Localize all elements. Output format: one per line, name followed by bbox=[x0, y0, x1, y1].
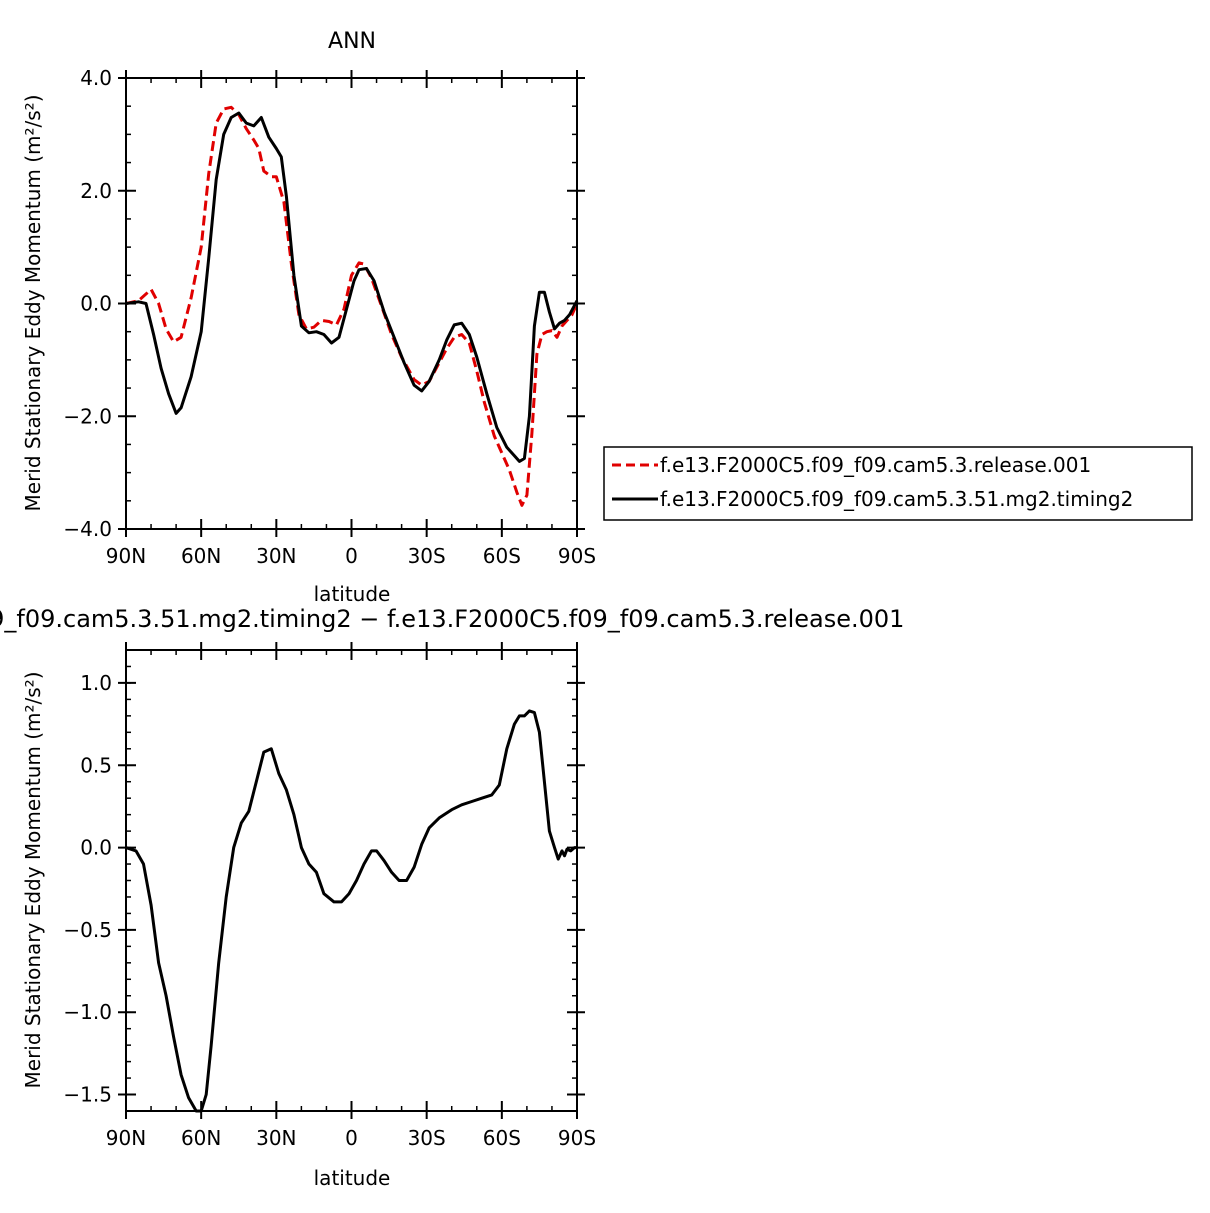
y-tick-label: 0.5 bbox=[80, 753, 112, 777]
x-tick-label: 30S bbox=[408, 1126, 446, 1150]
y-tick-label: 0.0 bbox=[80, 836, 112, 860]
y-tick-label: 4.0 bbox=[80, 66, 112, 90]
y-tick-label: 2.0 bbox=[80, 179, 112, 203]
x-tick-label: 60S bbox=[483, 544, 521, 568]
x-axis-label: latitude bbox=[314, 582, 391, 606]
series-line-0 bbox=[125, 105, 579, 507]
bottom-chart: f.e13.F2000C5.f09_f09.cam5.3.51.mg2.timi… bbox=[0, 605, 904, 1190]
x-tick-label: 60S bbox=[483, 1126, 521, 1150]
y-tick-label: −4.0 bbox=[63, 517, 112, 541]
plot-frame bbox=[125, 649, 578, 1112]
y-tick-label: −0.5 bbox=[63, 918, 112, 942]
x-tick-label: 30N bbox=[256, 1126, 296, 1150]
y-tick-label: −1.0 bbox=[63, 1000, 112, 1024]
x-tick-label: 60N bbox=[181, 1126, 221, 1150]
series-line-0 bbox=[125, 709, 577, 1113]
y-tick-label: −2.0 bbox=[63, 404, 112, 428]
x-tick-label: 0 bbox=[345, 544, 358, 568]
chart-title: ANN bbox=[328, 29, 376, 54]
legend-label-timing2: f.e13.F2000C5.f09_f09.cam5.3.51.mg2.timi… bbox=[660, 487, 1133, 511]
x-tick-label: 0 bbox=[345, 1126, 358, 1150]
legend: f.e13.F2000C5.f09_f09.cam5.3.release.001… bbox=[603, 446, 1193, 521]
y-axis-label: Merid Stationary Eddy Momentum (m²/s²) bbox=[21, 672, 45, 1089]
legend-frame bbox=[603, 446, 1193, 521]
y-axis-label: Merid Stationary Eddy Momentum (m²/s²) bbox=[21, 95, 45, 512]
y-tick-label: 1.0 bbox=[80, 671, 112, 695]
x-tick-label: 90S bbox=[558, 1126, 596, 1150]
top-chart: ANN 4.0 2.0 0.0 −2.0 −4.0 90N 60N 30N 0 30S 60S 90… bbox=[21, 29, 596, 606]
x-tick-label: 90N bbox=[106, 544, 146, 568]
legend-label-release: f.e13.F2000C5.f09_f09.cam5.3.release.001 bbox=[660, 453, 1091, 477]
x-tick-label: 90S bbox=[558, 544, 596, 568]
y-tick-label: −1.5 bbox=[63, 1083, 112, 1107]
x-axis-label: latitude bbox=[314, 1166, 391, 1190]
plot-frame bbox=[125, 77, 578, 530]
chart-title: f.e13.F2000C5.f09_f09.cam5.3.51.mg2.timi… bbox=[0, 605, 904, 633]
x-tick-label: 90N bbox=[106, 1126, 146, 1150]
x-tick-label: 30N bbox=[256, 544, 296, 568]
x-tick-label: 30S bbox=[408, 544, 446, 568]
x-tick-label: 60N bbox=[181, 544, 221, 568]
series-line-1 bbox=[125, 111, 579, 463]
y-tick-label: 0.0 bbox=[80, 292, 112, 316]
